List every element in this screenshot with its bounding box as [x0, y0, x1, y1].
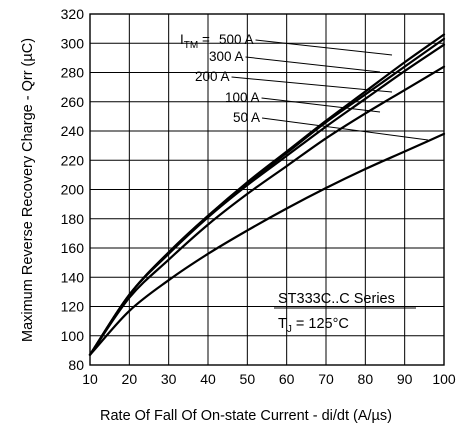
temperature-value: = 125°C	[292, 316, 349, 332]
series-curve	[88, 43, 446, 356]
series-leader-line	[261, 117, 429, 141]
y-axis-title: Maximum Reverse Recovery Charge - Qrr (µ…	[20, 38, 36, 342]
y-tick-label: 180	[61, 211, 85, 227]
y-tick-label: 320	[61, 6, 85, 22]
x-axis-title: Rate Of Fall Of On-state Current - di/dt…	[100, 408, 392, 424]
y-tick-label: 280	[61, 65, 85, 81]
temperature-annotation: TJ = 125°C	[278, 316, 349, 335]
series-label: 200 A	[195, 69, 230, 84]
x-tick-label: 80	[358, 371, 374, 387]
series-leader-line	[231, 76, 393, 93]
series-label: 300 A	[209, 49, 244, 64]
x-tick-label: 40	[200, 371, 216, 387]
y-tick-label: 160	[61, 240, 85, 256]
y-tick-label: 100	[61, 328, 85, 344]
series-curve	[88, 132, 446, 356]
legend-prefix-suffix: =	[198, 32, 213, 47]
x-tick-label: 10	[82, 371, 98, 387]
series-curve	[88, 65, 446, 356]
y-tick-label: 140	[61, 269, 85, 285]
y-tick-label: 80	[68, 357, 84, 373]
x-tick-label: 100	[432, 371, 456, 387]
series-leaders: 500 A 300 A 200 A 100 A 50 A	[195, 32, 429, 141]
series-leader-line	[245, 56, 381, 73]
series-label: 100 A	[225, 90, 260, 105]
grid	[89, 13, 445, 366]
series-annotation: ST333C..C Series TJ = 125°C	[274, 291, 416, 335]
y-tick-label: 300	[61, 35, 85, 51]
tick-labels: 10 20 30 40 50 60 70 80 90 100 80 100 120 140 160 180 20…	[61, 6, 456, 387]
x-tick-label: 70	[318, 371, 334, 387]
series-name-annotation: ST333C..C Series	[278, 291, 395, 307]
y-tick-label: 200	[61, 182, 85, 198]
x-tick-label: 20	[122, 371, 138, 387]
x-tick-label: 50	[240, 371, 256, 387]
y-tick-label: 220	[61, 152, 85, 168]
series-leader-line	[255, 39, 393, 56]
legend-prefix: I	[180, 32, 184, 47]
temperature-prefix: T	[278, 316, 287, 332]
y-tick-label: 240	[61, 123, 85, 139]
legend-title: ITM =	[180, 32, 214, 51]
series-label: 500 A	[219, 32, 254, 47]
x-tick-label: 90	[397, 371, 413, 387]
y-tick-label: 120	[61, 299, 85, 315]
temperature-sub: J	[287, 324, 292, 335]
x-tick-label: 60	[279, 371, 295, 387]
series-label: 50 A	[233, 110, 260, 125]
series-curve	[88, 37, 446, 356]
y-tick-label: 260	[61, 94, 85, 110]
series-leader-line	[261, 97, 381, 113]
curves	[88, 33, 446, 356]
plot-frame	[89, 13, 445, 366]
x-tick-label: 30	[161, 371, 177, 387]
legend-prefix-sub: TM	[184, 40, 198, 51]
